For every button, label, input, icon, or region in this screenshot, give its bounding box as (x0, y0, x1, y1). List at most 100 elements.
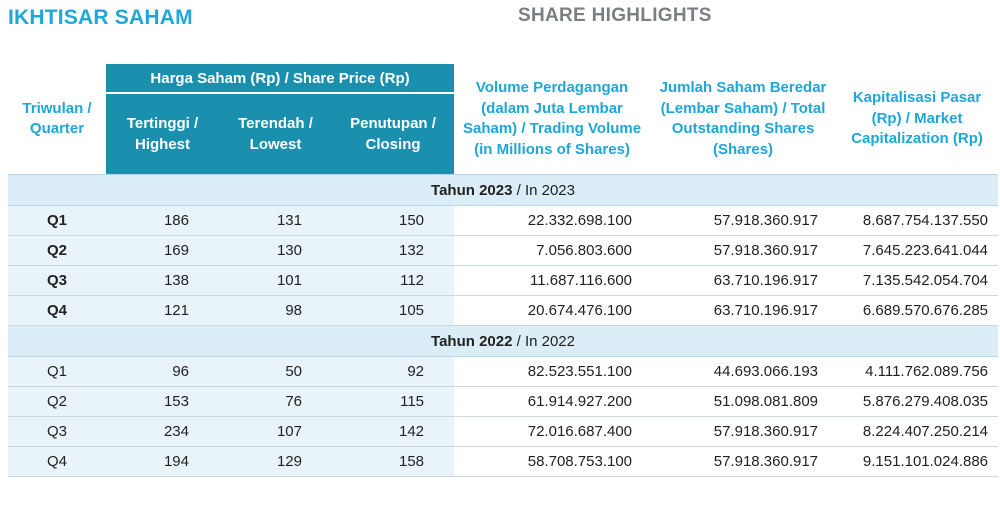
closing-cell: 112 (332, 265, 455, 296)
closing-header-id: Penutupan / (350, 115, 436, 132)
lowest-header-id: Terendah / (238, 115, 313, 132)
highest-cell: 194 (106, 446, 219, 477)
outstanding-cell: 63.710.196.917 (650, 295, 837, 326)
outstanding-cell: 57.918.360.917 (650, 205, 837, 236)
quarter-cell: Q4 (8, 295, 106, 326)
trading-volume-header-id: Volume Perdagangan (dalam Juta Lembar Sa… (462, 79, 629, 137)
highest-header: Tertinggi / Highest (106, 93, 219, 175)
closing-cell: 142 (332, 416, 455, 447)
quarter-cell: Q3 (8, 416, 106, 447)
quarter-cell: Q2 (8, 386, 106, 417)
trading-volume-header-en: / Trading Volume (in Millions of Shares) (474, 120, 642, 158)
highest-header-id: Tertinggi / (126, 115, 199, 132)
year-2022-label: Tahun 2022 / In 2022 (8, 325, 999, 357)
highest-cell: 186 (106, 205, 219, 236)
outstanding-cell: 51.098.081.809 (650, 386, 837, 417)
volume-cell: 11.687.116.600 (454, 265, 651, 296)
volume-cell: 72.016.687.400 (454, 416, 651, 447)
table-row: Q3 138 101 112 11.687.116.600 63.710.196.917 7… (8, 265, 999, 296)
year-2023-label-id: Tahun 2023 (431, 181, 513, 199)
year-2023-label: Tahun 2023 / In 2023 (8, 174, 999, 206)
page-title-en: SHARE HIGHLIGHTS (518, 5, 712, 26)
year-2023-row: Tahun 2023 / In 2023 (8, 174, 999, 206)
closing-cell: 92 (332, 356, 455, 387)
outstanding-shares-header: Jumlah Saham Beredar (Lembar Saham) / To… (650, 64, 836, 175)
year-2023-label-en: / In 2023 (512, 181, 575, 199)
quarter-header-en: Quarter (29, 120, 85, 137)
highest-cell: 169 (106, 235, 219, 266)
year-2022-row: Tahun 2022 / In 2022 (8, 325, 999, 357)
closing-cell: 105 (332, 295, 455, 326)
lowest-cell: 107 (219, 416, 332, 447)
market-cap-cell: 4.111.762.089.756 (836, 356, 999, 387)
lowest-cell: 101 (219, 265, 332, 296)
table-row: Q2 169 130 132 7.056.803.600 57.918.360.917 7.… (8, 235, 999, 266)
rows-2023: Q1 186 131 150 22.332.698.100 57.918.360.917 8… (8, 205, 999, 326)
lowest-header: Terendah / Lowest (219, 93, 332, 175)
lowest-cell: 129 (219, 446, 332, 477)
market-cap-cell: 5.876.279.408.035 (836, 386, 999, 417)
volume-cell: 22.332.698.100 (454, 205, 651, 236)
quarter-cell: Q1 (8, 205, 106, 236)
share-price-header-en: / Share Price (Rp) (280, 69, 410, 87)
lowest-cell: 131 (219, 205, 332, 236)
table-row: Q3 234 107 142 72.016.687.400 57.918.360.917 8… (8, 416, 999, 447)
rows-2022: Q1 96 50 92 82.523.551.100 44.693.066.193 4.11… (8, 356, 999, 477)
outstanding-cell: 63.710.196.917 (650, 265, 837, 296)
highest-cell: 121 (106, 295, 219, 326)
market-cap-cell: 7.645.223.641.044 (836, 235, 999, 266)
closing-cell: 132 (332, 235, 455, 266)
volume-cell: 20.674.476.100 (454, 295, 651, 326)
quarter-header: Triwulan / Quarter (8, 64, 106, 175)
outstanding-cell: 44.693.066.193 (650, 356, 837, 387)
highest-header-en: Highest (134, 136, 190, 153)
market-cap-cell: 6.689.570.676.285 (836, 295, 999, 326)
year-2022-label-id: Tahun 2022 (431, 332, 513, 350)
table-row: Q2 153 76 115 61.914.927.200 51.098.081.809 5.… (8, 386, 999, 417)
outstanding-cell: 57.918.360.917 (650, 416, 837, 447)
quarter-cell: Q1 (8, 356, 106, 387)
market-cap-header-id: Kapitalisasi Pasar (Rp) (852, 89, 982, 127)
quarter-header-id: Triwulan / (22, 100, 92, 117)
lowest-cell: 50 (219, 356, 332, 387)
share-highlights-table: Triwulan / Quarter Harga Saham (Rp) / Sh… (8, 64, 999, 477)
highest-cell: 138 (106, 265, 219, 296)
market-cap-header-en: / Market Capitalization (Rp) (851, 109, 983, 148)
lowest-cell: 76 (219, 386, 332, 417)
market-cap-cell: 8.687.754.137.550 (836, 205, 999, 236)
market-cap-cell: 8.224.407.250.214 (836, 416, 999, 447)
table-row: Q4 121 98 105 20.674.476.100 63.710.196.917 6.… (8, 295, 999, 326)
closing-cell: 158 (332, 446, 455, 477)
trading-volume-header: Volume Perdagangan (dalam Juta Lembar Sa… (454, 64, 650, 175)
quarter-cell: Q2 (8, 235, 106, 266)
lowest-cell: 130 (219, 235, 332, 266)
share-price-header: Harga Saham (Rp) / Share Price (Rp) (106, 64, 455, 94)
table-row: Q4 194 129 158 58.708.753.100 57.918.360.917 9… (8, 446, 999, 477)
volume-cell: 61.914.927.200 (454, 386, 651, 417)
table-row: Q1 96 50 92 82.523.551.100 44.693.066.193 4.11… (8, 356, 999, 387)
volume-cell: 82.523.551.100 (454, 356, 651, 387)
highest-cell: 153 (106, 386, 219, 417)
table-row: Q1 186 131 150 22.332.698.100 57.918.360.917 8… (8, 205, 999, 236)
outstanding-shares-header-id: Jumlah Saham Beredar (Lembar Saham) (659, 79, 827, 117)
highest-cell: 96 (106, 356, 219, 387)
closing-header-en: Closing (365, 136, 421, 153)
market-cap-header: Kapitalisasi Pasar (Rp) / Market Capital… (836, 64, 998, 175)
outstanding-cell: 57.918.360.917 (650, 235, 837, 266)
volume-cell: 7.056.803.600 (454, 235, 651, 266)
closing-cell: 150 (332, 205, 455, 236)
market-cap-cell: 7.135.542.054.704 (836, 265, 999, 296)
volume-cell: 58.708.753.100 (454, 446, 651, 477)
outstanding-cell: 57.918.360.917 (650, 446, 837, 477)
outstanding-shares-header-en: / Total Outstanding Shares (Shares) (671, 99, 826, 158)
header-row-sub: Tertinggi / Highest Terendah / Lowest Pe… (8, 93, 998, 175)
year-2022-label-en: / In 2022 (512, 332, 575, 350)
lowest-cell: 98 (219, 295, 332, 326)
page-title-id: IKHTISAR SAHAM (8, 6, 193, 29)
closing-cell: 115 (332, 386, 455, 417)
share-price-header-id: Harga Saham (Rp) (150, 69, 281, 87)
market-cap-cell: 9.151.101.024.886 (836, 446, 999, 477)
header-row-top: Triwulan / Quarter Harga Saham (Rp) / Sh… (8, 64, 998, 158)
quarter-cell: Q4 (8, 446, 106, 477)
highest-cell: 234 (106, 416, 219, 447)
